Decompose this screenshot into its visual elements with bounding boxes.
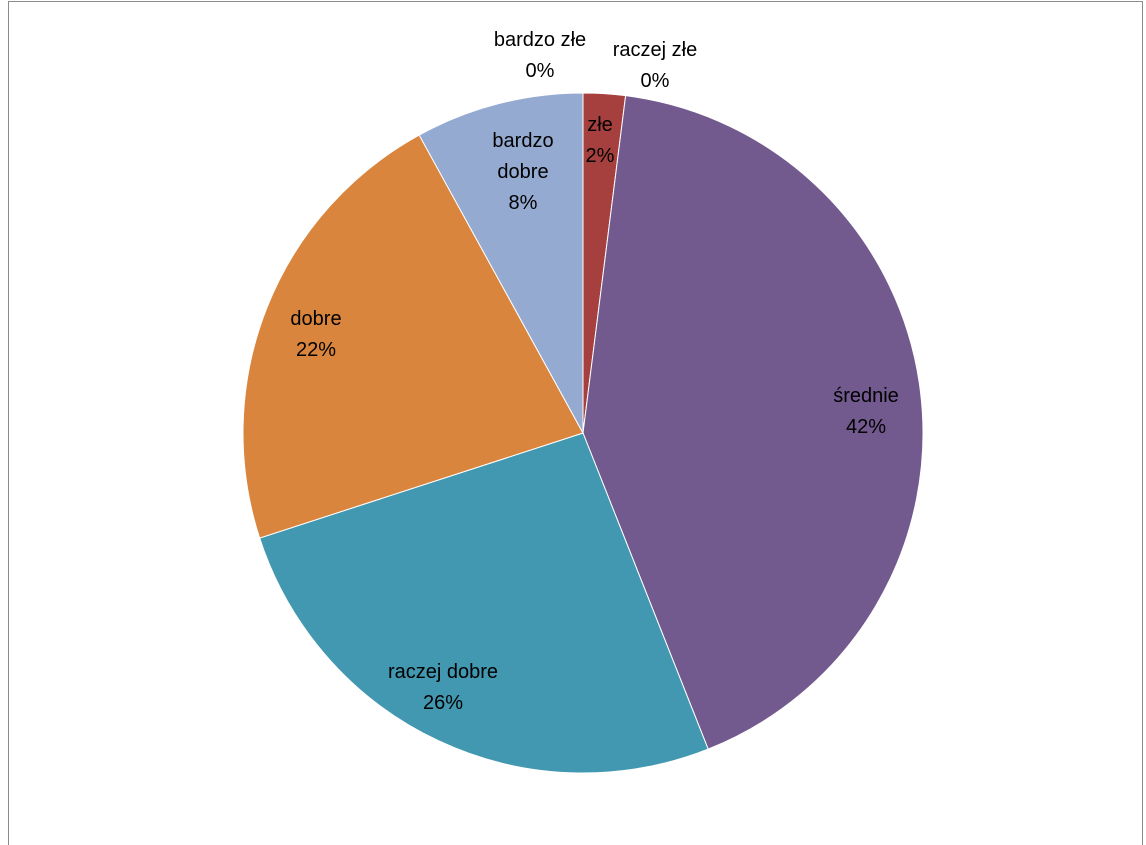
pie-slice-raczej-dobre xyxy=(259,432,709,774)
data-label-srednie: średnie 42% xyxy=(833,385,899,438)
pie-slices xyxy=(242,92,924,774)
data-label-zle: złe 2% xyxy=(586,114,615,167)
pie-slice-dobre xyxy=(242,134,584,539)
data-label-raczej-dobre: raczej dobre 26% xyxy=(388,661,498,714)
pie-labels: bardzo złe 0% raczej złe 0% złe 2% średnie 42% r… xyxy=(290,29,898,714)
data-label-raczej-zle: raczej złe 0% xyxy=(613,39,697,92)
data-label-dobre: dobre 22% xyxy=(290,308,341,361)
pie-slice-bardzo-dobre xyxy=(418,92,584,434)
data-label-bardzo-zle: bardzo złe 0% xyxy=(494,29,586,82)
data-label-bardzo-dobre: bardzo dobre 8% xyxy=(492,130,553,214)
pie-slice-srednie xyxy=(582,95,924,750)
